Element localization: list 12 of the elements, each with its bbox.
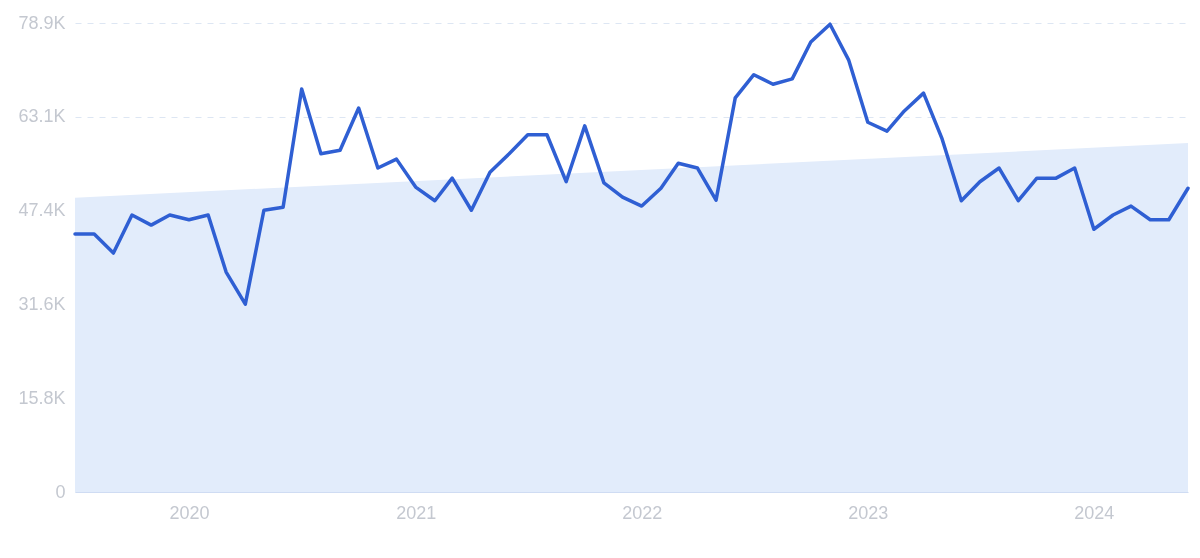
y-tick-label: 47.4K — [18, 199, 66, 220]
y-tick-label: 31.6K — [18, 293, 66, 314]
x-tick-label: 2020 — [169, 502, 210, 523]
y-tick-label: 63.1K — [18, 106, 66, 127]
line-series — [73, 22, 1190, 306]
x-tick-label: 2022 — [622, 502, 663, 523]
x-tick-label: 2023 — [848, 502, 889, 523]
y-tick-label: 78.9K — [18, 12, 66, 33]
x-tick-label: 2024 — [1074, 502, 1115, 523]
x-tick-label: 2021 — [396, 502, 437, 523]
y-tick-label: 15.8K — [18, 387, 66, 408]
y-tick-label: 0 — [55, 481, 66, 502]
